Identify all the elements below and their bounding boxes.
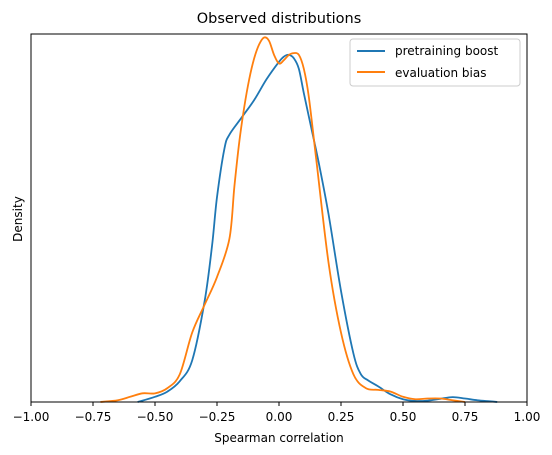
x-tick-label: −1.00	[13, 410, 50, 424]
x-tick-label: −0.25	[199, 410, 236, 424]
x-tick-label: −0.50	[137, 410, 174, 424]
legend-box	[349, 38, 521, 87]
series-line-evaluation-bias	[100, 36, 466, 403]
x-tick-label: 1.00	[514, 410, 541, 424]
series-line-pretraining-boost	[137, 53, 498, 403]
x-tick-label: −0.75	[75, 410, 112, 424]
series-layer	[100, 36, 498, 403]
x-tick-label: 0.75	[452, 410, 479, 424]
legend-label-pretraining-boost: pretraining boost	[395, 44, 499, 58]
x-axis-label: Spearman correlation	[214, 431, 344, 445]
legend: pretraining boost evaluation bias	[349, 38, 521, 87]
y-axis-label: Density	[11, 196, 25, 242]
legend-label-evaluation-bias: evaluation bias	[395, 66, 487, 80]
x-axis-ticks: −1.00 −0.75 −0.50 −0.25 0.00 0.25 0.50 0.75 1.00	[13, 402, 541, 424]
x-tick-label: 0.00	[266, 410, 293, 424]
x-tick-label: 0.25	[328, 410, 355, 424]
x-tick-label: 0.50	[390, 410, 417, 424]
chart-title: Observed distributions	[197, 11, 362, 27]
